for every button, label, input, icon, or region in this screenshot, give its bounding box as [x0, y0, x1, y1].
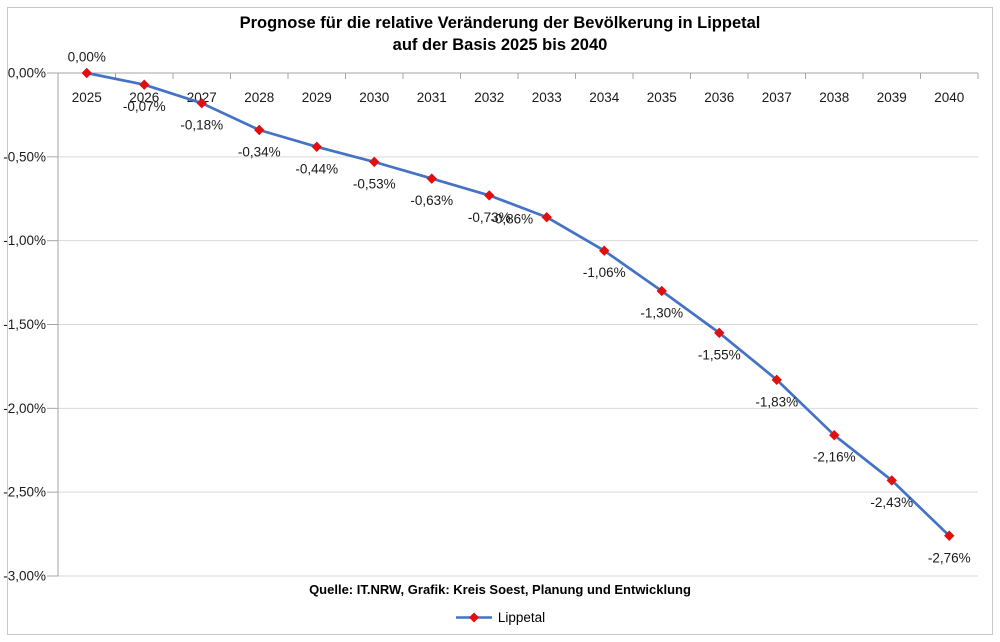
data-point-label: -0,53%: [353, 176, 396, 191]
x-axis-label: 2040: [934, 90, 964, 105]
x-axis-label: 2025: [72, 90, 102, 105]
data-point-marker: [196, 97, 207, 109]
legend-label: Lippetal: [497, 610, 546, 625]
data-point-marker: [886, 475, 897, 486]
data-point-label: 0,00%: [68, 50, 106, 65]
y-axis-label: -2,50%: [3, 485, 46, 500]
x-axis-label: 2030: [359, 90, 389, 105]
data-point-label: -0,86%: [490, 212, 533, 227]
data-point-marker: [426, 173, 437, 184]
series-line: [85, 71, 951, 538]
y-axis-label: -2,00%: [3, 401, 46, 416]
data-point-marker: [771, 374, 782, 386]
x-axis-label: 2032: [474, 90, 504, 105]
data-point-marker: [369, 156, 380, 168]
data-point-marker: [541, 211, 552, 223]
x-axis-label: 2033: [532, 90, 562, 105]
data-point-label: -0,63%: [410, 193, 453, 208]
data-point-label: -2,16%: [813, 450, 856, 465]
chart-title-line2: auf der Basis 2025 bis 2040: [392, 36, 608, 54]
data-point-label: -1,30%: [640, 305, 683, 320]
chart-title: Prognose für die relative Veränderung de…: [0, 12, 1000, 56]
data-point-marker: [829, 429, 840, 441]
data-point-label: -2,76%: [928, 550, 971, 565]
data-point-label: -1,55%: [698, 347, 741, 362]
x-axis-label: 2039: [877, 90, 907, 105]
x-axis-label: 2029: [302, 90, 332, 105]
data-point-label: -0,73%: [468, 210, 511, 225]
source-note: Quelle: IT.NRW, Grafik: Kreis Soest, Pla…: [309, 582, 691, 597]
x-axis-label: 2026: [129, 90, 159, 105]
data-point-marker: [599, 245, 610, 256]
y-axis-label: -1,50%: [3, 317, 46, 332]
legend-marker-diamond: [468, 612, 479, 623]
x-axis-label: 2037: [762, 90, 792, 105]
data-point-marker: [656, 285, 667, 297]
x-axis-label: 2038: [819, 90, 849, 105]
x-axis-label: 2028: [244, 90, 274, 105]
data-point-label: -0,34%: [238, 145, 281, 160]
data-point-label: -0,44%: [295, 161, 338, 176]
y-axis-label: 0,00%: [8, 66, 46, 81]
data-point-marker: [944, 530, 955, 541]
data-point-label: -0,18%: [180, 118, 223, 133]
y-axis-label: -1,00%: [3, 233, 46, 248]
x-axis-label: 2034: [589, 90, 620, 105]
data-point-label: -1,83%: [755, 394, 798, 409]
chart-frame: [7, 7, 993, 635]
legend: Lippetal: [0, 610, 1000, 625]
x-axis-label: 2036: [704, 90, 734, 105]
data-point-label: -0,07%: [123, 99, 166, 114]
x-axis-label: 2031: [417, 90, 447, 105]
data-point-marker: [139, 79, 150, 90]
data-point-marker: [714, 327, 725, 339]
y-axis-label: -0,50%: [3, 149, 46, 164]
y-axis-label: -3,00%: [3, 569, 46, 584]
x-axis-label: 2035: [647, 90, 677, 105]
data-point-label: -1,06%: [583, 265, 626, 280]
data-point-marker: [254, 124, 265, 136]
data-point-marker: [81, 67, 92, 79]
data-point-marker: [311, 141, 322, 152]
chart-title-line1: Prognose für die relative Veränderung de…: [239, 14, 761, 32]
data-point-label: -2,43%: [870, 495, 913, 510]
legend-swatch-icon: [455, 612, 492, 623]
data-point-marker: [484, 190, 495, 201]
